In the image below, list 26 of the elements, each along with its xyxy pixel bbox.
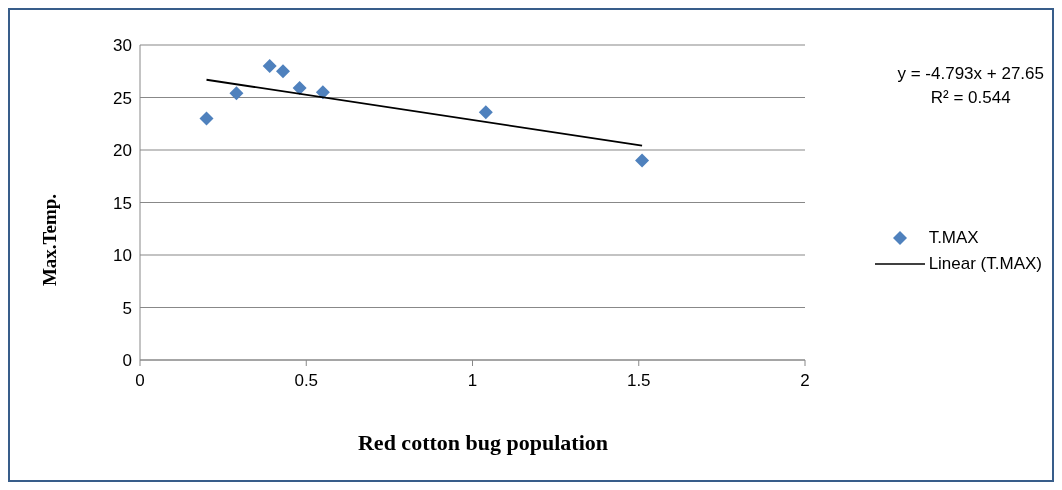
legend-label: T.MAX <box>928 228 979 248</box>
y-tick-label: 20 <box>113 141 132 161</box>
y-tick-label: 0 <box>122 351 132 371</box>
point <box>199 111 214 126</box>
point <box>478 105 493 120</box>
y-tick-label: 10 <box>113 246 132 266</box>
x-tick-label: 2 <box>800 371 810 391</box>
text: R² = 0.544 <box>929 87 1012 109</box>
x-tick-label: 1 <box>467 371 478 391</box>
y-axis-title: Max.Temp. <box>39 193 61 287</box>
point <box>315 85 330 100</box>
x-tick-label: 0.5 <box>294 371 319 391</box>
y-tick-label: 25 <box>113 88 132 108</box>
point <box>292 81 307 96</box>
x-tick-label: 0 <box>135 371 145 391</box>
y-tick-label: 30 <box>113 36 132 56</box>
x-axis-title: Red cotton bug population <box>357 430 609 456</box>
x-tick-label: 1.5 <box>626 371 651 391</box>
y-tick-label: 5 <box>122 298 132 318</box>
point <box>229 86 244 101</box>
point <box>275 64 290 79</box>
text: y = -4.793x + 27.65 <box>897 63 1044 85</box>
legend-label: Linear (T.MAX) <box>928 254 1042 274</box>
point <box>262 59 277 73</box>
point <box>635 153 650 168</box>
y-tick-label: 15 <box>113 193 132 213</box>
